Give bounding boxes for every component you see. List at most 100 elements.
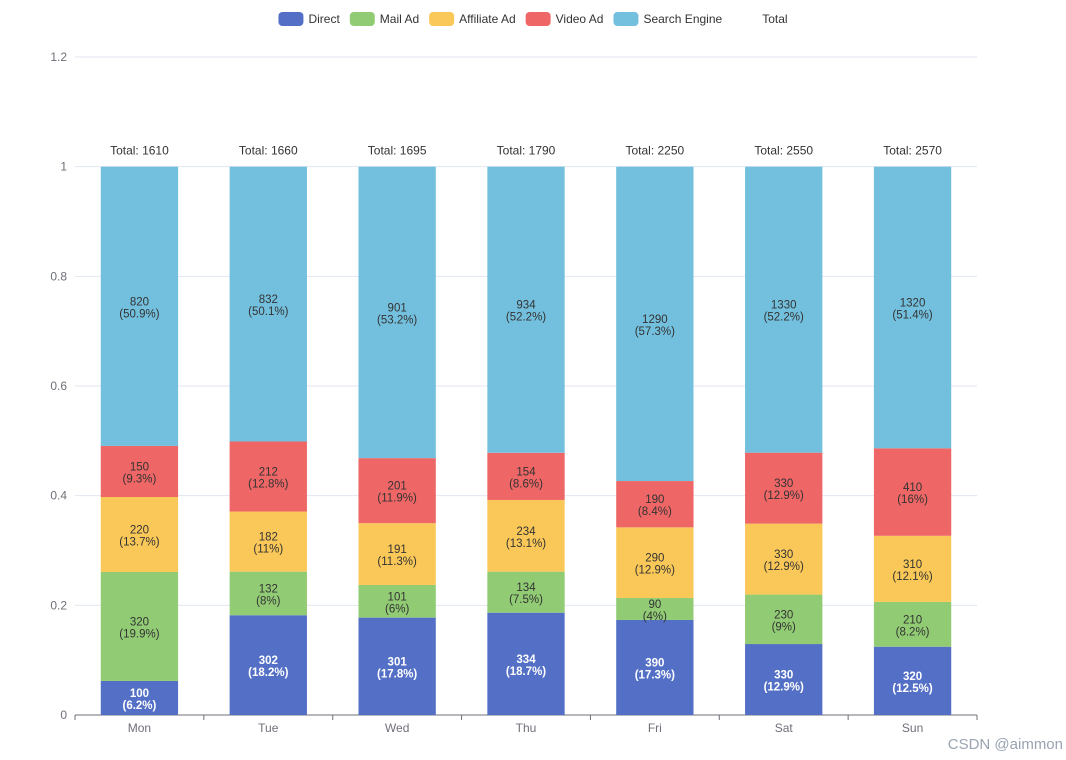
bar-segment[interactable]: [229, 511, 307, 572]
data-label: 330: [774, 478, 793, 490]
data-label: 191: [388, 544, 407, 556]
percent-label: (12.9%): [635, 565, 675, 577]
bar-segment[interactable]: [100, 680, 179, 715]
percent-label: (12.9%): [764, 561, 804, 573]
bar-segment[interactable]: [616, 598, 694, 620]
percent-label: (8.6%): [509, 478, 543, 490]
percent-label: (17.8%): [377, 668, 417, 680]
data-label: 901: [388, 302, 407, 314]
data-label: 1290: [642, 314, 668, 326]
total-label: Total: 1660: [239, 144, 298, 158]
y-tick-label: 0.8: [50, 269, 67, 283]
bar-segment[interactable]: [745, 166, 823, 453]
percent-label: (12.9%): [764, 490, 804, 502]
legend-label: Search Engine: [643, 12, 722, 26]
bar-segment[interactable]: [100, 445, 179, 498]
bar-segment[interactable]: [873, 166, 952, 449]
percent-label: (53.2%): [377, 314, 417, 326]
data-label: 934: [516, 300, 536, 312]
bar-segment[interactable]: [873, 601, 952, 647]
legend-swatch: [429, 12, 455, 26]
bar-segment[interactable]: [358, 166, 436, 459]
percent-label: (18.2%): [248, 667, 288, 679]
data-label: 290: [645, 553, 664, 565]
percent-label: (11.3%): [377, 556, 417, 568]
bar-segment[interactable]: [358, 523, 436, 585]
x-tick-label: Mon: [128, 721, 151, 735]
data-label: 390: [645, 657, 664, 669]
data-label: 154: [516, 466, 536, 478]
data-label: 234: [516, 526, 536, 538]
bar-segment[interactable]: [487, 571, 565, 613]
legend-item[interactable]: Mail Ad: [349, 12, 419, 26]
bar-segment[interactable]: [745, 644, 823, 715]
percent-label: (8%): [256, 595, 280, 607]
percent-label: (6%): [385, 603, 409, 615]
bar-segment[interactable]: [616, 481, 694, 528]
percent-label: (57.3%): [635, 326, 675, 338]
data-label: 201: [388, 481, 407, 493]
bar-segment[interactable]: [873, 535, 952, 602]
bar-segment[interactable]: [487, 166, 565, 453]
y-tick-label: 0.4: [50, 489, 67, 503]
bar-segment[interactable]: [100, 166, 179, 446]
legend-label: Mail Ad: [380, 12, 419, 26]
percent-label: (11%): [253, 544, 283, 556]
bar-segment[interactable]: [229, 166, 307, 442]
total-label: Total: 2550: [754, 144, 813, 158]
data-label: 212: [259, 467, 278, 479]
bar-segment[interactable]: [358, 458, 436, 524]
bar-segment[interactable]: [487, 452, 565, 500]
data-label: 1320: [900, 297, 926, 309]
bar-segment[interactable]: [616, 619, 694, 715]
percent-label: (9.3%): [122, 473, 156, 485]
legend-item[interactable]: Search Engine: [613, 12, 723, 26]
bar-segment[interactable]: [229, 571, 307, 616]
bar-segment[interactable]: [358, 617, 436, 715]
legend-label: Direct: [308, 12, 340, 26]
legend-item[interactable]: Video Ad: [525, 12, 604, 26]
bar-segment[interactable]: [100, 497, 179, 572]
data-label: 832: [259, 294, 278, 306]
percent-label: (4%): [643, 611, 667, 623]
y-tick-label: 0.2: [50, 598, 67, 612]
percent-label: (19.9%): [119, 628, 159, 640]
bar-segment[interactable]: [358, 584, 436, 618]
percent-label: (12.1%): [892, 571, 932, 583]
bar-segment[interactable]: [487, 612, 565, 715]
data-label: 190: [645, 494, 664, 506]
data-label: 301: [388, 656, 408, 668]
total-label: Total: 1610: [110, 144, 169, 158]
legend-item[interactable]: Affiliate Ad: [429, 12, 516, 26]
data-label: 330: [774, 670, 793, 682]
bar-segment[interactable]: [873, 448, 952, 536]
bars: 100(6.2%)320(19.9%)220(13.7%)150(9.3%)82…: [100, 166, 952, 715]
percent-label: (6.2%): [122, 700, 156, 712]
data-label: 1330: [771, 300, 797, 312]
bar-segment[interactable]: [616, 527, 694, 599]
legend-item[interactable]: Total: [762, 12, 787, 26]
y-tick-label: 1.2: [50, 50, 67, 64]
legend-item[interactable]: Direct: [278, 12, 340, 26]
bar-segment[interactable]: [745, 523, 823, 595]
percent-label: (52.2%): [764, 312, 804, 324]
bar-segment[interactable]: [229, 615, 307, 715]
data-label: 150: [130, 461, 149, 473]
bar-segment[interactable]: [873, 646, 952, 715]
bar-segment[interactable]: [745, 594, 823, 645]
data-label: 210: [903, 614, 922, 626]
y-tick-label: 0: [60, 708, 67, 722]
bar-segment[interactable]: [100, 571, 179, 681]
x-tick-label: Thu: [516, 721, 537, 735]
data-label: 334: [516, 654, 536, 666]
legend-label: Video Ad: [556, 12, 604, 26]
bar-segment[interactable]: [745, 452, 823, 524]
bar-segment[interactable]: [616, 166, 694, 482]
y-tick-label: 0.6: [50, 379, 67, 393]
percent-label: (13.7%): [119, 536, 159, 548]
legend-label: Affiliate Ad: [459, 12, 515, 26]
bar-segment[interactable]: [487, 499, 565, 572]
bar-segment[interactable]: [229, 441, 307, 512]
data-label: 320: [903, 671, 922, 683]
percent-label: (11.9%): [377, 493, 417, 505]
